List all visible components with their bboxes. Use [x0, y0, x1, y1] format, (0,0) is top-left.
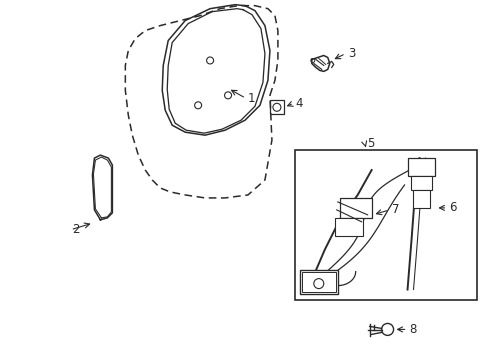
Text: 7: 7 [391, 203, 398, 216]
Text: 8: 8 [408, 323, 416, 336]
Bar [334, 218, 362, 236]
Text: 6: 6 [448, 201, 456, 215]
Text: 3: 3 [347, 47, 354, 60]
Bar [339, 198, 371, 218]
Text: 5: 5 [366, 137, 373, 150]
Text: 2: 2 [72, 223, 80, 236]
Bar [294, 150, 476, 300]
Bar [299, 270, 337, 293]
Bar [301, 272, 335, 292]
Bar [410, 176, 431, 190]
Bar [407, 158, 435, 176]
Bar [412, 190, 429, 208]
Text: 4: 4 [295, 97, 303, 110]
Bar [269, 100, 284, 114]
Text: 1: 1 [247, 92, 255, 105]
